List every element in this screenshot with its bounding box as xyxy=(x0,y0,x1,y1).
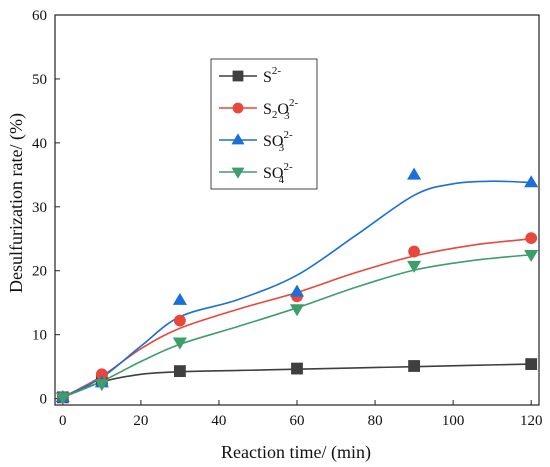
series-curve-s2- xyxy=(62,363,532,399)
data-point-so32- xyxy=(407,167,422,180)
series-curve-so32- xyxy=(62,180,532,399)
axis-ticks: 0 20 40 60 80 100 120 0 10 20 30 40 50 60 xyxy=(32,8,542,429)
y-tick-label: 0 xyxy=(40,392,48,408)
data-point-s2- xyxy=(291,362,303,375)
x-tick-label: 100 xyxy=(442,413,465,429)
y-tick-label: 10 xyxy=(32,328,47,344)
legend-label-s2o32-: S2O2-3 xyxy=(263,97,298,122)
data-point-s2- xyxy=(408,360,420,372)
data-point-so32- xyxy=(524,175,539,188)
x-tick-label: 40 xyxy=(211,413,226,429)
data-point-s2- xyxy=(525,358,538,370)
data-point-s2o32- xyxy=(174,314,186,327)
data-point-so42- xyxy=(94,379,109,392)
x-tick-label: 60 xyxy=(290,413,305,429)
y-tick-label: 30 xyxy=(32,200,47,216)
x-tick-label: 20 xyxy=(133,413,148,429)
legend-label-so42-: SO2-4 xyxy=(263,161,293,186)
data-point-s2- xyxy=(174,365,186,378)
x-tick-label: 80 xyxy=(368,413,383,429)
legend-marker-so42- xyxy=(231,167,245,179)
y-tick-label: 60 xyxy=(32,8,47,24)
data-point-so32- xyxy=(289,284,305,297)
series-markers xyxy=(55,167,539,405)
x-tick-label: 120 xyxy=(520,413,543,429)
x-tick-label: 0 xyxy=(59,413,67,429)
legend-marker-s2o32- xyxy=(232,102,244,114)
series-curves xyxy=(62,180,532,399)
data-point-s2o32- xyxy=(408,245,420,258)
legend-box xyxy=(210,58,318,190)
data-point-so32- xyxy=(172,292,187,305)
series-curve-so42- xyxy=(62,253,532,399)
data-point-so42- xyxy=(524,249,539,263)
data-point-so42- xyxy=(407,260,422,273)
data-point-so42- xyxy=(55,392,70,405)
y-axis-title: Desulfurization rate/ (%) xyxy=(6,113,27,293)
y-tick-label: 40 xyxy=(32,136,47,152)
x-axis-title: Reaction time/ (min) xyxy=(221,442,371,463)
data-point-s2o32- xyxy=(525,232,538,245)
data-point-so42- xyxy=(172,337,187,350)
y-tick-label: 50 xyxy=(32,72,47,88)
legend-marker-s2- xyxy=(232,70,244,82)
data-point-so42- xyxy=(289,304,305,317)
legend-label-so32-: SO2-3 xyxy=(263,129,293,154)
legend-label-s2-: S2- xyxy=(263,65,281,86)
chart-legend: S2- S2O2-3 SO2-3 SO2-4 xyxy=(210,58,318,190)
y-tick-label: 20 xyxy=(32,264,47,280)
legend-marker-so32- xyxy=(231,133,245,145)
